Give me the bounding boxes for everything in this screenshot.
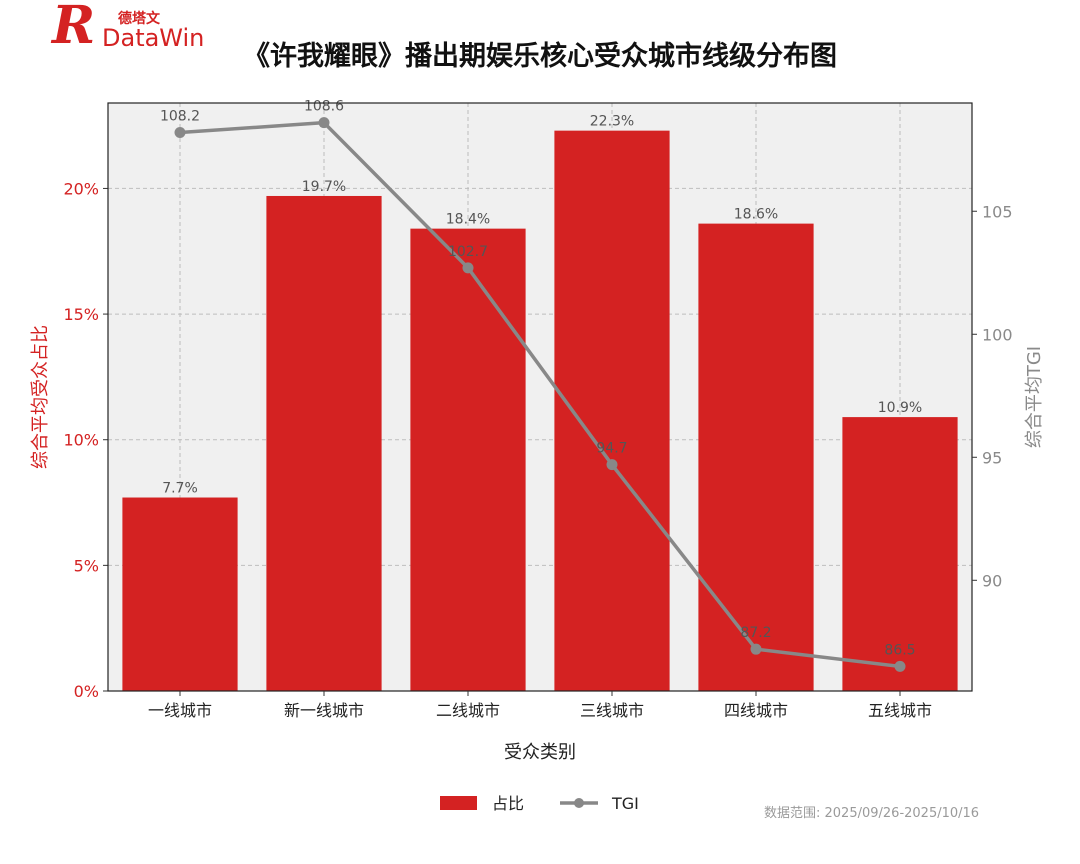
legend-swatch-bar	[440, 796, 477, 810]
y-tick-label: 10%	[63, 431, 99, 450]
tgi-point	[462, 262, 474, 274]
x-tick-label: 四线城市	[724, 701, 788, 720]
datawin-logo: R 德塔文 DataWin	[52, 0, 205, 56]
tgi-line	[179, 120, 901, 669]
bar-二线城市	[410, 228, 526, 691]
bar-五线城市	[842, 417, 958, 691]
tgi-data-label: 87.2	[740, 625, 771, 641]
tgi-data-label: 86.5	[884, 642, 915, 658]
logo-brand-cn: 德塔文	[118, 11, 160, 27]
tgi-data-label: 108.2	[160, 109, 200, 125]
y-axis-label: 综合平均受众占比	[30, 325, 51, 469]
y2-axis-label: 综合平均TGI	[1024, 346, 1045, 448]
legend-swatch-marker	[574, 798, 584, 808]
tgi-point	[606, 459, 618, 471]
y2-tick-label: 100	[982, 325, 1013, 344]
y-tick-label: 15%	[63, 305, 99, 324]
bar-data-label: 18.4%	[446, 212, 490, 228]
chart-title: 《许我耀眼》播出期娱乐核心受众城市线级分布图	[243, 41, 837, 72]
x-tick-label: 一线城市	[148, 701, 212, 720]
x-tick-label: 新一线城市	[284, 701, 364, 720]
bar-data-label: 22.3%	[590, 114, 634, 130]
x-tick-label: 三线城市	[580, 701, 644, 720]
y-tick-label: 0%	[74, 682, 99, 701]
bar-data-label: 19.7%	[302, 179, 346, 195]
source-note: 数据范围: 2025/09/26-2025/10/16	[764, 806, 980, 821]
x-tick-label: 二线城市	[436, 701, 500, 720]
x-tick-label: 五线城市	[868, 701, 932, 720]
y-tick-label: 5%	[74, 556, 99, 575]
bar-一线城市	[122, 497, 238, 691]
tgi-point	[318, 117, 330, 129]
tgi-point	[894, 660, 906, 672]
tgi-data-label: 94.7	[596, 441, 627, 457]
logo-brand-en: DataWin	[102, 24, 205, 52]
legend-label-line: TGI	[611, 794, 639, 813]
tgi-point	[750, 643, 762, 655]
y2-tick-label: 105	[982, 202, 1013, 221]
tgi-point	[174, 127, 186, 139]
bar-新一线城市	[266, 195, 382, 691]
x-axis-label: 受众类别	[504, 742, 576, 763]
tgi-data-label: 102.7	[448, 244, 488, 260]
plot-frame	[107, 102, 973, 692]
bar-data-label: 18.6%	[734, 207, 778, 223]
y-tick-label: 20%	[63, 179, 99, 198]
logo-mark: R	[52, 0, 96, 56]
bar-data-label: 7.7%	[162, 481, 198, 497]
plot-area	[108, 103, 972, 691]
bar-四线城市	[698, 223, 814, 691]
y2-tick-label: 90	[982, 571, 1002, 590]
legend-label-bar: 占比	[492, 794, 524, 813]
bar-data-label: 10.9%	[878, 400, 922, 416]
y2-tick-label: 95	[982, 448, 1002, 467]
tgi-data-label: 108.6	[304, 99, 344, 115]
